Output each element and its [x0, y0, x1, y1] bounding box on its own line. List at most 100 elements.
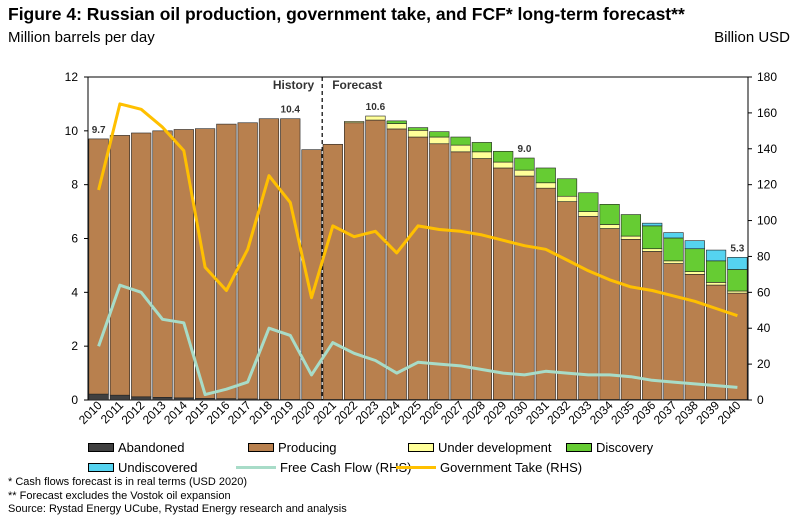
- bar-producing-2019: [280, 118, 301, 400]
- right-tick-label: 120: [757, 178, 777, 192]
- bar-producing-2021: [322, 143, 343, 400]
- line-fcf: [97, 283, 738, 397]
- data-label-2023: 10.6: [366, 102, 386, 113]
- bar-discovery-2025: [407, 127, 429, 131]
- bar-under_development-2028: [471, 151, 492, 159]
- bar-producing-2038: [684, 273, 705, 400]
- legend-swatch-under-development: [408, 443, 434, 452]
- bar-abandoned-2014: [173, 397, 194, 401]
- bar-discovery-2030: [514, 157, 535, 171]
- right-tick-label: 140: [757, 142, 777, 156]
- bar-under_development-2025: [407, 129, 429, 138]
- legend-swatch-producing: [248, 443, 274, 452]
- bar-abandoned-2010: [88, 393, 109, 401]
- bar-producing-2030: [514, 175, 535, 400]
- bar-producing-2032: [556, 201, 578, 400]
- chart-title: Figure 4: Russian oil production, govern…: [8, 4, 685, 24]
- bar-under_development-2029: [493, 161, 514, 169]
- bar-producing-2036: [642, 251, 663, 400]
- bar-discovery-2033: [578, 192, 599, 212]
- bar-undiscovered-2039: [705, 249, 727, 262]
- left-tick-label: 12: [65, 70, 79, 84]
- legend-label-undiscovered: Undiscovered: [118, 460, 198, 475]
- bar-producing-2033: [578, 216, 599, 400]
- legend-line-fcf: [236, 466, 276, 469]
- legend-label-producing: Producing: [278, 440, 337, 455]
- bar-under_development-2040: [727, 290, 748, 294]
- bar-discovery-2026: [429, 131, 450, 138]
- bar-discovery-2032: [556, 178, 578, 197]
- bar-producing-2027: [450, 151, 471, 400]
- right-tick-label: 20: [757, 357, 771, 371]
- bar-discovery-2031: [535, 167, 556, 184]
- bar-producing-2029: [493, 167, 514, 400]
- right-tick-label: 180: [757, 70, 777, 84]
- legend-item-undiscovered: Undiscovered: [88, 460, 198, 475]
- bar-under_development-2026: [429, 136, 450, 145]
- bar-producing-2012: [131, 132, 152, 398]
- right-tick-label: 60: [757, 285, 771, 299]
- bar-undiscovered-2040: [727, 257, 748, 270]
- legend-label-fcf: Free Cash Flow (RHS): [280, 460, 412, 475]
- bar-producing-2011: [109, 135, 131, 396]
- legend-item-producing: Producing: [248, 440, 337, 455]
- bar-producing-2018: [258, 118, 280, 400]
- footnote-source: Source: Rystad Energy UCube, Rystad Ener…: [8, 503, 347, 515]
- legend-label-government-take: Government Take (RHS): [440, 460, 583, 475]
- left-tick-label: 8: [71, 178, 78, 192]
- bar-under_development-2033: [578, 211, 599, 217]
- legend-item-government-take: Government Take (RHS): [396, 460, 582, 475]
- bar-producing-2040: [727, 292, 748, 400]
- bar-discovery-2039: [705, 260, 727, 283]
- bar-discovery-2029: [493, 150, 514, 163]
- legend-label-abandoned: Abandoned: [118, 440, 185, 455]
- line-government_take: [97, 102, 738, 318]
- x-tick-label-2011: 2011: [98, 398, 126, 426]
- right-tick-label: 160: [757, 106, 777, 120]
- footnotes: * Cash flows forecast is in real terms (…: [8, 476, 347, 517]
- bar-under_development-2027: [450, 144, 471, 153]
- right-tick-label: 100: [757, 214, 777, 228]
- bar-under_development-2030: [514, 169, 535, 177]
- legend-item-under-development: Under development: [408, 440, 551, 455]
- right-tick-label: 40: [757, 321, 771, 335]
- legend-swatch-undiscovered: [88, 463, 114, 472]
- legend-item-fcf: Free Cash Flow (RHS): [236, 460, 411, 475]
- legend-label-discovery: Discovery: [596, 440, 654, 455]
- bar-producing-2031: [535, 187, 556, 400]
- bar-discovery-2037: [663, 237, 684, 262]
- left-tick-label: 0: [71, 393, 78, 407]
- bar-under_development-2032: [556, 195, 578, 202]
- bar-under_development-2036: [642, 248, 663, 252]
- data-label-2010: 9.7: [92, 125, 106, 136]
- bar-discovery-2040: [727, 269, 748, 292]
- left-tick-label: 6: [71, 232, 78, 246]
- bar-under_development-2039: [705, 282, 727, 286]
- bar-producing-2037: [663, 263, 684, 400]
- bar-producing-2014: [173, 129, 194, 399]
- legend-swatch-abandoned: [88, 443, 114, 452]
- bar-discovery-2038: [684, 248, 705, 272]
- bar-abandoned-2013: [152, 397, 173, 401]
- bar-under_development-2022: [344, 121, 365, 124]
- data-label-2040: 5.3: [730, 243, 744, 254]
- right-tick-label: 0: [757, 393, 764, 407]
- bar-abandoned-2012: [131, 396, 152, 401]
- data-label-2030: 9.0: [517, 144, 531, 155]
- right-axis-unit: Billion USD: [714, 29, 790, 46]
- bar-under_development-2024: [386, 123, 407, 130]
- left-axis-unit: Million barrels per day: [8, 29, 155, 46]
- bar-producing-2020: [301, 149, 322, 400]
- bar-undiscovered-2036: [642, 222, 663, 227]
- left-tick-label: 2: [71, 339, 78, 353]
- bar-discovery-2027: [450, 136, 471, 146]
- left-tick-label: 4: [71, 285, 78, 299]
- bar-producing-2022: [344, 122, 365, 400]
- bar-under_development-2037: [663, 260, 684, 264]
- footnote-forecast: ** Forecast excludes the Vostok oil expa…: [8, 489, 231, 502]
- bar-undiscovered-2037: [663, 232, 684, 239]
- bar-under_development-2035: [620, 235, 641, 240]
- forecast-label: Forecast: [332, 78, 382, 92]
- legend-line-government-take: [396, 466, 436, 469]
- bar-producing-2013: [152, 130, 173, 398]
